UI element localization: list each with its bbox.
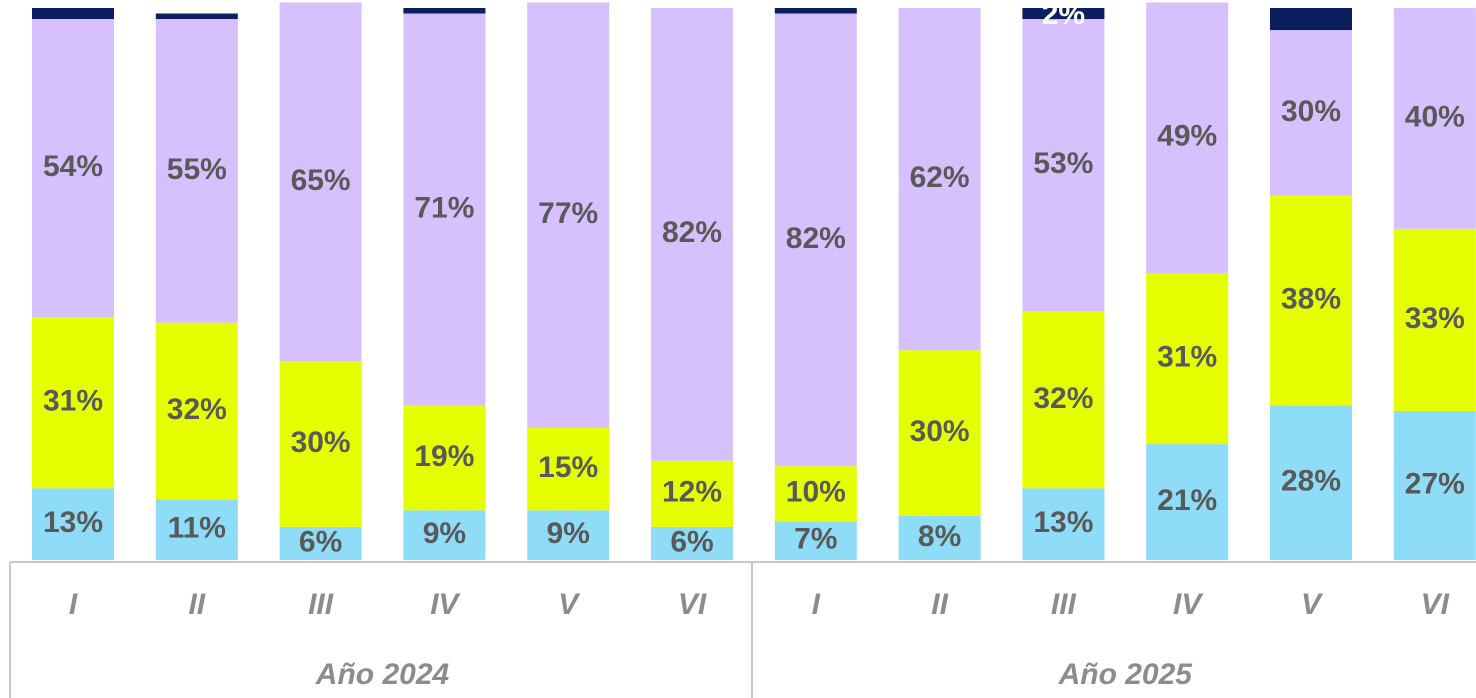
x-tick-label: II bbox=[188, 588, 205, 621]
bar-segment bbox=[155, 13, 238, 20]
x-tick-label: II bbox=[931, 588, 948, 621]
bar-segment bbox=[1146, 272, 1229, 445]
value-label: 9% bbox=[423, 517, 466, 550]
bar-segment bbox=[403, 510, 486, 560]
value-label: 31% bbox=[43, 385, 103, 418]
bar-segment bbox=[774, 521, 857, 560]
x-tick-label: III bbox=[308, 588, 334, 621]
value-label: 12% bbox=[662, 476, 722, 509]
value-label: 10% bbox=[786, 476, 846, 509]
value-label: 15% bbox=[538, 451, 598, 484]
bar-segment bbox=[1270, 8, 1352, 31]
bar-segment bbox=[32, 19, 114, 318]
value-label: 6% bbox=[670, 525, 713, 558]
value-label: 53% bbox=[1033, 147, 1093, 180]
bar-segment bbox=[527, 2, 610, 428]
x-tick-label: IV bbox=[1173, 588, 1204, 621]
value-label: 27% bbox=[1405, 467, 1465, 500]
x-tick-label: I bbox=[69, 588, 78, 621]
value-label: 21% bbox=[1157, 484, 1217, 517]
x-tick-label: I bbox=[812, 588, 821, 621]
bar-segment bbox=[774, 466, 857, 522]
value-label: 65% bbox=[291, 164, 351, 197]
x-tick-label: IV bbox=[430, 588, 461, 621]
value-label: 33% bbox=[1405, 302, 1465, 335]
bar-segment bbox=[279, 526, 362, 560]
bar-segment bbox=[1146, 2, 1229, 273]
value-label: 7% bbox=[794, 523, 837, 556]
value-label: 13% bbox=[43, 506, 103, 539]
bar-segment bbox=[155, 19, 238, 323]
value-label: 82% bbox=[662, 216, 722, 249]
value-label: 9% bbox=[547, 517, 590, 550]
value-label: 30% bbox=[291, 426, 351, 459]
bar-segment bbox=[32, 8, 114, 20]
value-label: 31% bbox=[1157, 340, 1217, 373]
bar-segment bbox=[898, 515, 981, 560]
bar-segment bbox=[651, 526, 733, 560]
bar-segment bbox=[1270, 30, 1352, 196]
bar-segment bbox=[155, 322, 238, 500]
bar-segment bbox=[1393, 410, 1476, 560]
value-label: 11% bbox=[168, 512, 226, 545]
x-tick-label: V bbox=[1301, 588, 1324, 621]
value-label: 77% bbox=[538, 197, 598, 230]
bar-segment bbox=[774, 8, 857, 14]
bar-segment bbox=[1270, 195, 1352, 406]
group-label: Año 2024 bbox=[315, 658, 450, 691]
bar-segment bbox=[279, 361, 362, 527]
bar-segment bbox=[32, 317, 114, 489]
bar-segment bbox=[1146, 444, 1229, 560]
value-label: 32% bbox=[167, 393, 227, 426]
x-tick-label: III bbox=[1051, 588, 1077, 621]
value-label: 49% bbox=[1157, 120, 1217, 153]
x-tick-label: V bbox=[558, 588, 581, 621]
value-label: 82% bbox=[786, 222, 846, 255]
value-label: 19% bbox=[414, 440, 474, 473]
group-label: Año 2025 bbox=[1058, 658, 1194, 691]
value-label: 55% bbox=[167, 153, 227, 186]
value-label: 38% bbox=[1281, 282, 1341, 315]
value-label: 2% bbox=[1042, 0, 1085, 31]
bar-segment bbox=[403, 8, 486, 14]
bar-segment bbox=[1022, 19, 1105, 312]
bar-segment bbox=[155, 499, 238, 560]
bar-segment bbox=[32, 488, 114, 560]
bar-segment bbox=[1270, 405, 1352, 560]
value-label: 54% bbox=[43, 150, 103, 183]
value-label: 40% bbox=[1405, 100, 1465, 133]
value-label: 13% bbox=[1033, 506, 1093, 539]
value-label: 62% bbox=[910, 161, 970, 194]
x-tick-label: VI bbox=[678, 588, 707, 621]
value-label: 8% bbox=[918, 520, 961, 553]
bar-segment bbox=[1022, 8, 1105, 20]
bar-segment bbox=[651, 8, 733, 461]
value-label: 32% bbox=[1033, 382, 1093, 415]
bar-segment bbox=[527, 510, 610, 560]
value-label: 30% bbox=[1281, 95, 1341, 128]
value-label: 71% bbox=[414, 191, 474, 224]
x-tick-label: VI bbox=[1421, 588, 1450, 621]
bar-segment bbox=[898, 350, 981, 516]
bar-segment bbox=[651, 460, 733, 527]
bar-segment bbox=[774, 13, 857, 467]
bar-segment bbox=[898, 8, 981, 351]
value-label: 30% bbox=[910, 415, 970, 448]
bar-segment bbox=[1022, 488, 1105, 560]
bar-segment bbox=[527, 427, 610, 511]
bar-segment bbox=[403, 13, 486, 406]
bar-segment bbox=[279, 2, 362, 362]
bar-segment bbox=[1393, 228, 1476, 411]
bar-segment bbox=[1022, 311, 1105, 489]
bar-segment bbox=[1393, 8, 1476, 229]
value-label: 28% bbox=[1281, 465, 1341, 498]
bar-segment bbox=[403, 405, 486, 511]
value-label: 6% bbox=[299, 525, 342, 558]
